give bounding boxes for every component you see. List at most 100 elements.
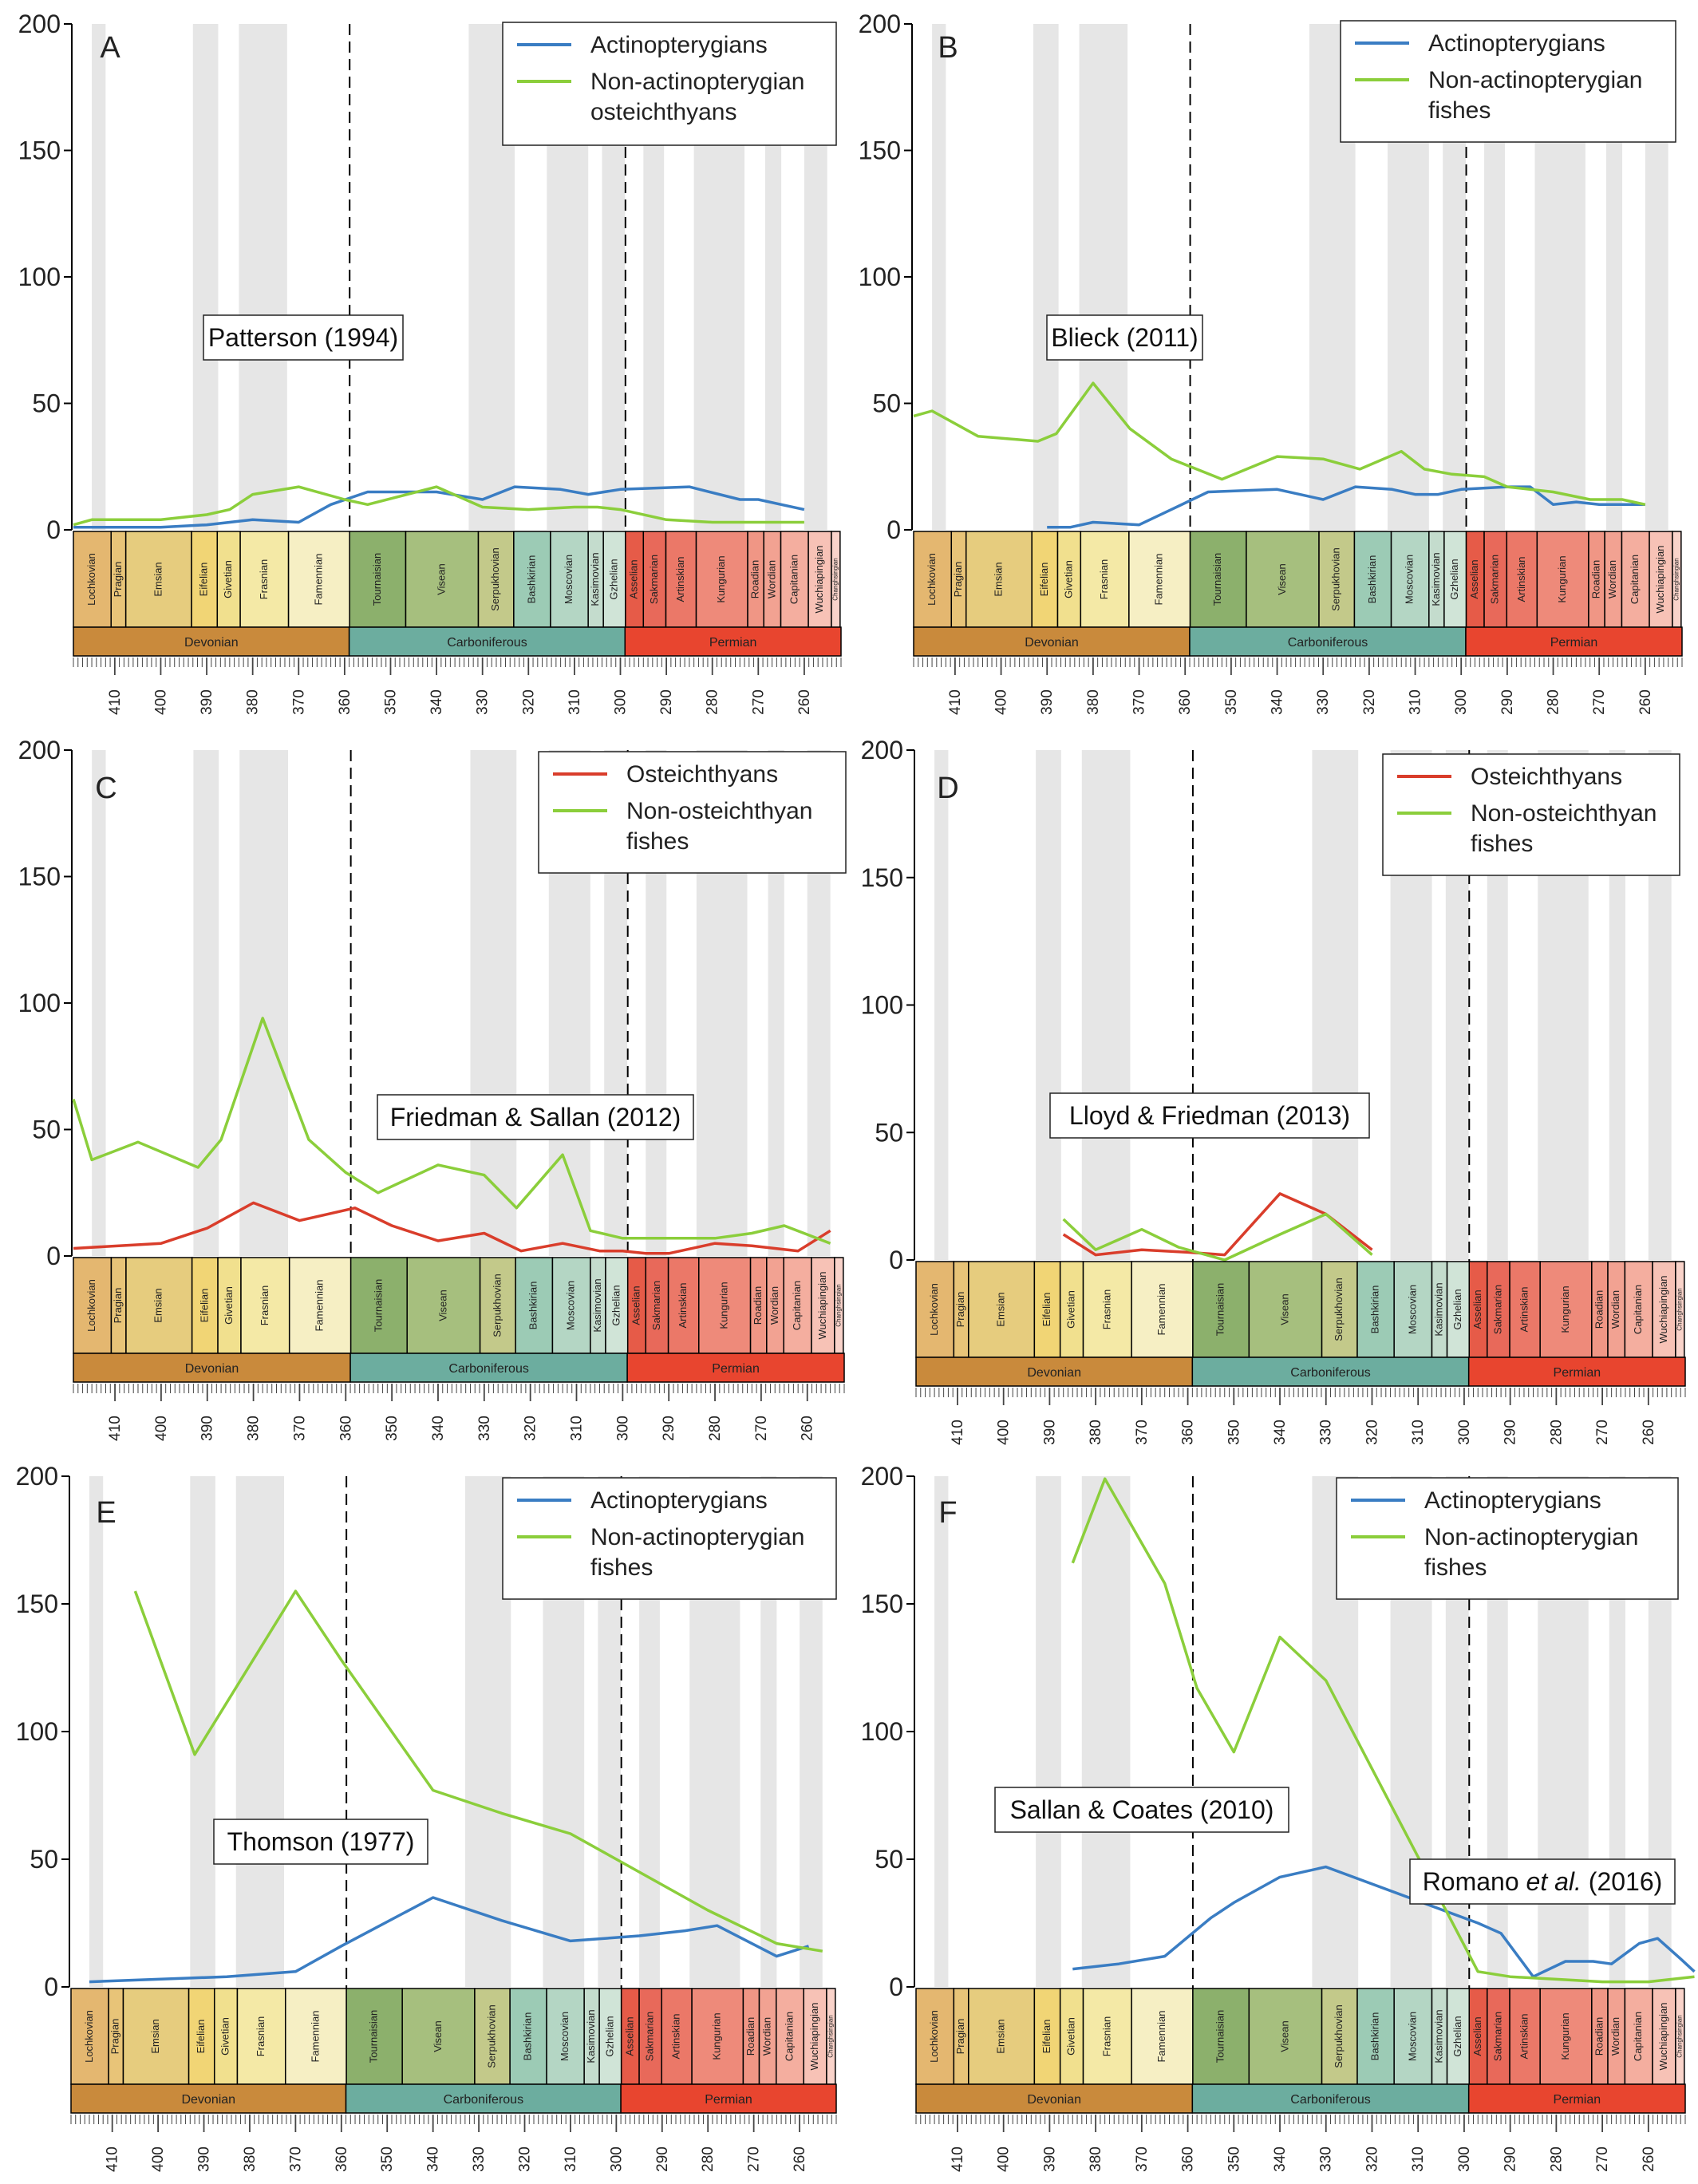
stage-label: Eifelian [195, 2020, 207, 2054]
period-box [1465, 626, 1683, 657]
stage-box [288, 1257, 352, 1354]
x-tick-label: 320 [1364, 1420, 1380, 1445]
y-tick-label: 200 [859, 10, 901, 38]
stage-label: Pragian [954, 1292, 966, 1328]
period-box [1189, 626, 1467, 657]
stage-label: Kungurian [1559, 1286, 1571, 1333]
stage-label: Gzhelian [1451, 2016, 1463, 2056]
stage-label: Changhsingian [835, 1284, 842, 1326]
stage-box [1033, 1988, 1061, 2085]
stage-label: Sakmarian [1491, 2012, 1503, 2061]
stage-label: Sakmarian [1491, 1285, 1503, 1334]
x-tick-label: 380 [1088, 2146, 1104, 2172]
stage-band [190, 1476, 215, 1987]
stage-label: Visean [432, 2020, 444, 2052]
stage-label: Tournaisian [1214, 1283, 1226, 1337]
stage-band [934, 1476, 949, 1987]
x-tick-label: 370 [1131, 689, 1148, 715]
x-tick-label: 280 [1548, 1420, 1565, 1445]
stage-box [1192, 1261, 1250, 1358]
stage-band [192, 24, 219, 530]
stage-label: Lochkovian [83, 2010, 95, 2063]
legend-label-cont: fishes [626, 828, 689, 855]
legend-label: Non-osteichthyan [1471, 800, 1657, 827]
stage-box [405, 531, 480, 628]
stage-label: Gzhelian [603, 2016, 615, 2056]
x-tick-label: 310 [569, 1416, 586, 1441]
y-tick-label: 50 [875, 1845, 903, 1874]
stage-label: Frasnian [255, 2016, 267, 2057]
stage-label: Famennian [312, 553, 324, 605]
x-tick-label: 330 [476, 1416, 493, 1441]
stage-label: Serpukhovian [1333, 2004, 1345, 2068]
stage-box [515, 1257, 554, 1354]
x-tick-label: 260 [1641, 2146, 1657, 2172]
period-box [913, 626, 1191, 657]
x-tick-label: 300 [1456, 1420, 1473, 1445]
stage-label: Asselian [1471, 2016, 1483, 2056]
x-tick-label: 300 [612, 689, 629, 715]
stage-box [236, 1988, 286, 2085]
annotation-box [994, 1787, 1289, 1833]
x-tick-label: 310 [1410, 2146, 1427, 2172]
x-tick-label: 360 [334, 2146, 350, 2172]
stage-label: Lochkovian [926, 553, 938, 606]
legend-label: Non-actinopterygian [590, 1524, 805, 1550]
stage-label: Pragian [112, 562, 124, 598]
stage-box [1128, 531, 1191, 628]
stage-label: Capitanian [1632, 2012, 1644, 2061]
stage-box [216, 531, 241, 628]
x-tick-label: 290 [654, 2146, 671, 2172]
stage-label: Changhsingian [1676, 2015, 1683, 2057]
stage-box [125, 1257, 193, 1354]
stage-box [965, 531, 1033, 628]
x-tick-label: 290 [658, 689, 675, 715]
stage-label: Changhsingian [1676, 1288, 1683, 1330]
stage-box [124, 531, 192, 628]
y-tick-label: 100 [859, 263, 901, 291]
x-tick-label: 390 [199, 689, 215, 715]
y-tick-label: 100 [18, 989, 61, 1017]
stage-box [1487, 1261, 1510, 1358]
stage-box [1652, 1261, 1676, 1358]
stage-label: Serpukhovian [1333, 1278, 1345, 1341]
y-tick-label: 0 [46, 515, 61, 544]
period-label: Carboniferous [448, 1362, 529, 1376]
period-label: Carboniferous [444, 2093, 524, 2107]
stage-label: Visean [1278, 1293, 1290, 1325]
stage-label: Serpukhovian [489, 547, 501, 611]
x-tick-label: 410 [107, 689, 124, 715]
y-tick-label: 100 [861, 991, 903, 1020]
period-box [73, 1353, 351, 1383]
stage-band [235, 1476, 285, 1987]
stage-label: Famennian [314, 1279, 326, 1331]
series-line [89, 1896, 810, 1984]
stage-label: Bashkirian [1366, 555, 1378, 604]
stage-label: Lochkovian [85, 1279, 97, 1332]
panel-letter: E [96, 1496, 116, 1530]
stage-label: Capitanian [1629, 555, 1641, 604]
legend-label-cont: osteichthyans [590, 99, 736, 125]
stage-label: Famennian [1155, 2010, 1167, 2062]
period-box [345, 2083, 622, 2114]
x-tick-label: 350 [1223, 689, 1240, 715]
period-box [626, 1353, 845, 1383]
stage-band [1079, 24, 1128, 530]
stage-box [1487, 1988, 1510, 2085]
legend-label: Osteichthyans [626, 761, 778, 788]
stage-box [70, 1988, 109, 2085]
stage-label: Emsian [995, 1292, 1007, 1326]
stage-label: Sakmarian [644, 2012, 656, 2061]
stage-box [1321, 1261, 1358, 1358]
stage-label: Changhsingian [827, 2015, 835, 2057]
stage-label: Frasnian [258, 559, 270, 600]
stage-band [1036, 1476, 1061, 1987]
stage-label: Tournaisian [1214, 2010, 1226, 2064]
legend-label: Actinopterygians [590, 1487, 768, 1514]
stage-band [239, 24, 287, 530]
y-tick-label: 50 [30, 1845, 58, 1874]
stage-label: Wordian [1609, 2017, 1621, 2056]
stage-box [665, 531, 697, 628]
y-tick-label: 0 [887, 515, 901, 544]
panel-a: 0 50 100 150 200 Lochkovian Pragian Emsian Eifel… [18, 10, 842, 715]
